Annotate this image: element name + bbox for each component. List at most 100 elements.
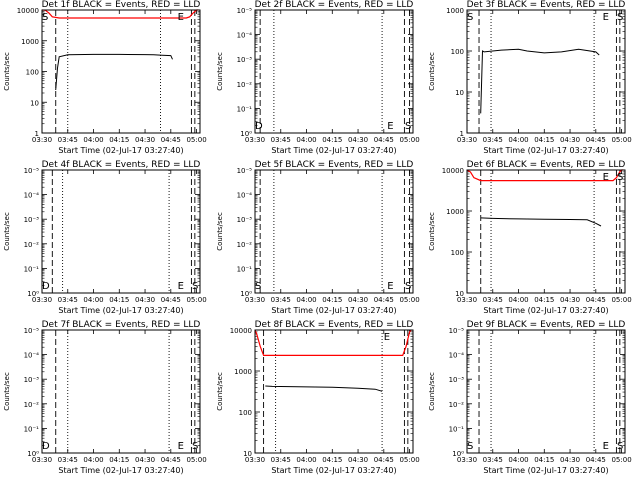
event-marker-label: E	[178, 12, 184, 23]
x-tick-label: 04:15	[109, 296, 129, 304]
x-tick-label: 03:45	[271, 296, 291, 304]
detector-panel-2: Det 2f BLACK = Events, RED = LLD Counts/s…	[216, 0, 420, 155]
x-tick-label: 03:30	[245, 456, 265, 464]
x-tick-label: 05:00	[399, 456, 419, 464]
x-tick-label: 04:00	[83, 456, 103, 464]
y-tick-label: 10⁻³	[24, 376, 40, 384]
y-axis-label: Counts/sec	[428, 372, 436, 411]
y-axis-label: Counts/sec	[216, 212, 224, 251]
x-axis-label: Start Time (02-Jul-17 03:27:40)	[271, 466, 396, 475]
panel-title: Det 4f BLACK = Events, RED = LLD	[42, 160, 201, 170]
plot-frame	[466, 329, 626, 454]
x-tick-label: 03:30	[32, 296, 52, 304]
x-axis-label: Start Time (02-Jul-17 03:27:40)	[58, 146, 183, 155]
y-tick-label: 1000	[446, 7, 464, 15]
x-axis-label: Start Time (02-Jul-17 03:27:40)	[271, 306, 396, 315]
panel-title: Det 7f BLACK = Events, RED = LLD	[42, 320, 201, 330]
x-tick-label: 04:15	[322, 136, 342, 144]
x-axis-label: Start Time (02-Jul-17 03:27:40)	[483, 466, 608, 475]
y-tick-label: 10⁻⁵	[237, 7, 253, 15]
y-tick-label: 10⁻¹	[449, 425, 465, 433]
x-tick-label: 05:00	[186, 136, 206, 144]
x-tick-label: 04:45	[374, 136, 394, 144]
x-tick-label: 03:30	[32, 136, 52, 144]
y-tick-label: 1000	[446, 208, 464, 216]
x-tick-label: 05:00	[186, 296, 206, 304]
x-tick-label: 05:00	[186, 456, 206, 464]
event-marker-label: E	[387, 281, 393, 292]
series-line-lld	[41, 9, 199, 19]
y-tick-label: 10	[455, 290, 464, 298]
x-tick-label: 04:45	[161, 296, 181, 304]
x-tick-label: 03:45	[58, 136, 78, 144]
y-tick-label: 10000	[230, 327, 252, 335]
event-marker-label: D	[42, 441, 50, 452]
plot-frame	[41, 329, 201, 454]
y-axis-label: Counts/sec	[216, 372, 224, 411]
event-marker-label: S	[192, 441, 198, 452]
y-tick-label: 100	[451, 249, 464, 257]
y-axis-label: Counts/sec	[216, 52, 224, 91]
detector-panel-9: Det 9f BLACK = Events, RED = LLD Counts/s…	[428, 320, 632, 475]
x-tick-label: 03:45	[483, 296, 503, 304]
x-tick-label: 04:30	[560, 296, 580, 304]
x-tick-label: 04:15	[534, 456, 554, 464]
y-tick-label: 100	[239, 409, 252, 417]
x-tick-label: 04:00	[508, 296, 528, 304]
x-tick-label: 04:30	[560, 136, 580, 144]
detector-panel-7: Det 7f BLACK = Events, RED = LLD Counts/s…	[3, 320, 207, 475]
event-marker-label: S	[192, 281, 198, 292]
series-line-events	[55, 53, 173, 91]
plot-frame	[41, 169, 201, 294]
y-tick-label: 10⁻¹	[24, 265, 40, 273]
panel-title: Det 6f BLACK = Events, RED = LLD	[467, 160, 626, 170]
y-tick-label: 1000	[234, 368, 252, 376]
event-marker-label: S	[42, 12, 48, 23]
x-tick-label: 03:45	[271, 456, 291, 464]
y-tick-label: 10⁻³	[449, 376, 465, 384]
x-tick-label: 03:45	[58, 296, 78, 304]
x-tick-label: 04:45	[161, 136, 181, 144]
y-tick-label: 10⁻⁵	[24, 167, 40, 175]
y-tick-label: 10⁰	[240, 290, 252, 298]
x-tick-label: 03:45	[58, 456, 78, 464]
event-marker-label: S	[467, 441, 473, 452]
x-tick-label: 04:00	[83, 296, 103, 304]
y-tick-label: 100	[451, 48, 464, 56]
x-tick-label: 03:45	[483, 456, 503, 464]
event-marker-label: S	[255, 281, 261, 292]
event-marker-label: E	[603, 172, 609, 183]
x-tick-label: 04:45	[374, 456, 394, 464]
event-marker-label: E	[603, 441, 609, 452]
x-axis-label: Start Time (02-Jul-17 03:27:40)	[58, 466, 183, 475]
detector-panel-1: Det 1f BLACK = Events, RED = LLD Counts/s…	[3, 0, 207, 155]
x-tick-label: 04:45	[161, 456, 181, 464]
y-tick-label: 10⁻⁴	[449, 352, 465, 360]
y-tick-label: 10	[243, 450, 252, 458]
x-tick-label: 04:15	[109, 136, 129, 144]
event-marker-label: S	[405, 281, 411, 292]
plot-frame	[466, 9, 626, 134]
y-tick-label: 10⁻⁵	[24, 327, 40, 335]
x-tick-label: 03:45	[271, 136, 291, 144]
x-axis-label: Start Time (02-Jul-17 03:27:40)	[483, 306, 608, 315]
detector-panel-6: Det 6f BLACK = Events, RED = LLD Counts/s…	[428, 160, 632, 315]
event-marker-label: S	[617, 172, 623, 183]
event-marker-label: E	[603, 12, 609, 23]
y-tick-label: 10⁻¹	[237, 265, 253, 273]
panel-title: Det 1f BLACK = Events, RED = LLD	[42, 0, 201, 10]
x-tick-label: 05:00	[399, 136, 419, 144]
y-tick-label: 10⁻²	[237, 81, 253, 89]
event-marker-label: S	[617, 441, 623, 452]
x-tick-label: 05:00	[399, 296, 419, 304]
x-tick-label: 03:30	[245, 296, 265, 304]
y-tick-label: 10⁰	[27, 450, 39, 458]
event-marker-label: E	[178, 281, 184, 292]
detector-panel-3: Det 3f BLACK = Events, RED = LLD Counts/s…	[428, 0, 632, 155]
x-tick-label: 04:00	[83, 136, 103, 144]
x-tick-label: 03:30	[245, 136, 265, 144]
x-tick-label: 03:30	[457, 136, 477, 144]
detector-panel-5: Det 5f BLACK = Events, RED = LLD Counts/s…	[216, 160, 420, 315]
x-tick-label: 04:45	[586, 136, 606, 144]
y-tick-label: 10⁰	[452, 450, 464, 458]
